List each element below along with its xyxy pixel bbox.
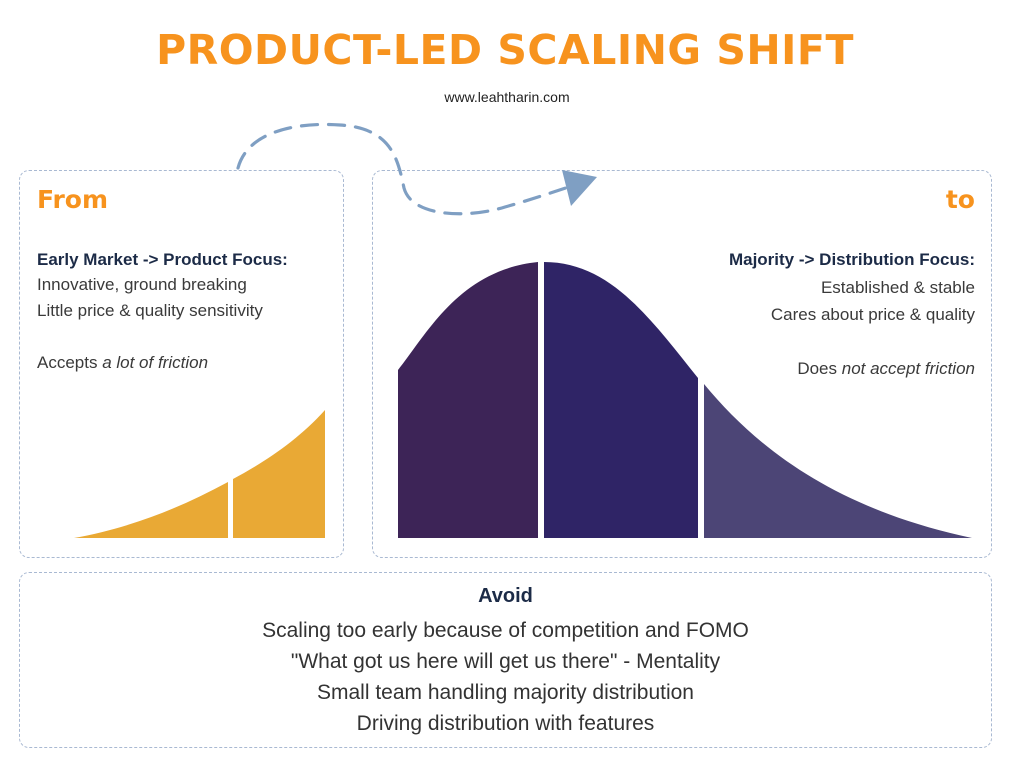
arrow-dashed-path <box>236 122 574 216</box>
from-friction-line: Accepts a lot of friction <box>37 353 208 373</box>
early-market-curve <box>74 410 325 538</box>
avoid-item: Small team handling majority distributio… <box>316 681 694 704</box>
avoid-list: Scaling too early because of competition… <box>20 615 991 739</box>
bell-center-segment <box>544 262 698 538</box>
avoid-item: Scaling too early because of competition… <box>262 619 749 642</box>
early-curve-left-segment <box>74 482 228 538</box>
to-friction-prefix: Does <box>797 359 842 378</box>
from-panel: From Early Market -> Product Focus: Inno… <box>19 170 344 558</box>
from-friction-emphasis: a lot of friction <box>102 353 209 372</box>
page-title: PRODUCT-LED SCALING SHIFT <box>156 26 854 74</box>
to-friction-emphasis: not accept friction <box>841 359 975 378</box>
to-friction-line: Does not accept friction <box>797 359 975 379</box>
bell-right-segment <box>704 384 972 538</box>
dashed-curved-arrow-icon <box>236 122 597 216</box>
from-line-2: Little price & quality sensitivity <box>37 301 263 320</box>
from-heading: From <box>37 185 109 214</box>
avoid-panel: Avoid Scaling too early because of compe… <box>19 572 992 748</box>
from-friction-prefix: Accepts <box>37 353 103 372</box>
to-line-1: Established & stable <box>820 278 975 297</box>
from-focus-title: Early Market -> Product Focus: <box>37 250 288 269</box>
bell-left-segment <box>398 262 538 538</box>
website-url: www.leahtharin.com <box>444 89 570 105</box>
to-focus-title: Majority -> Distribution Focus: <box>728 250 975 269</box>
to-line-2: Cares about price & quality <box>770 305 975 324</box>
avoid-item: Driving distribution with features <box>356 712 655 735</box>
avoid-item: "What got us here will get us there" - M… <box>290 650 721 673</box>
early-curve-right-segment <box>233 410 325 538</box>
from-line-1: Innovative, ground breaking <box>37 275 247 294</box>
avoid-title: Avoid <box>478 585 533 607</box>
majority-bell-curve <box>398 262 972 538</box>
to-heading: to <box>945 185 975 214</box>
arrow-head <box>562 170 597 206</box>
